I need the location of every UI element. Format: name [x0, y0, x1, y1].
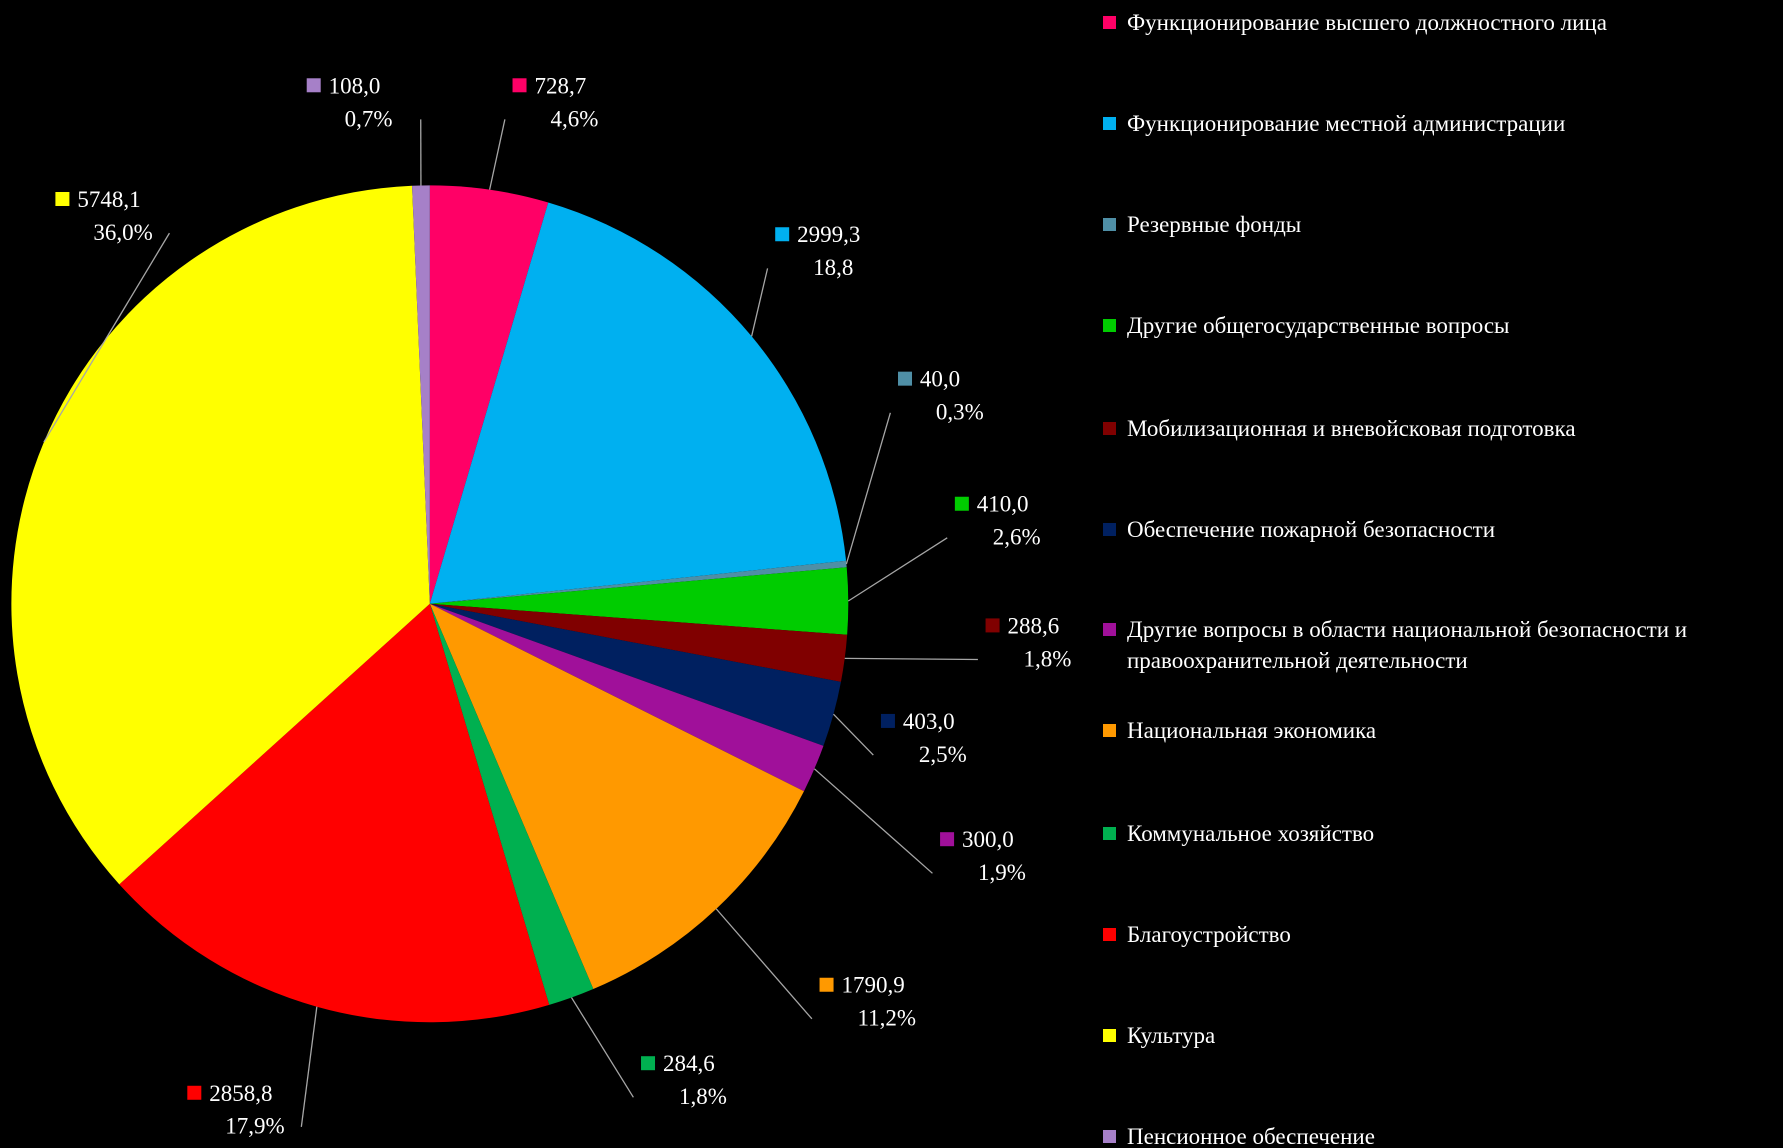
leader-line	[844, 657, 978, 661]
leader-line	[570, 997, 634, 1098]
leader-line	[750, 268, 769, 337]
percent-label: 2,5%	[919, 742, 967, 767]
label-marker	[187, 1085, 202, 1100]
legend-label: Функционирование местной администрации	[1127, 110, 1566, 136]
legend-item: Резервные фонды	[1103, 209, 1778, 240]
legend-label: Мобилизационная и вневойсковая подготовк…	[1127, 415, 1576, 441]
pie-slice	[429, 560, 847, 604]
pie-slice	[429, 603, 804, 990]
legend-item: Культура	[1103, 1020, 1778, 1051]
label-marker	[55, 191, 70, 206]
label-marker	[940, 832, 955, 847]
pie-slice	[119, 603, 550, 1023]
leader-line	[300, 1006, 318, 1127]
leader-line	[489, 119, 506, 190]
label-marker	[880, 713, 895, 728]
label-marker	[641, 1056, 656, 1071]
legend-label: Коммунальное хозяйство	[1127, 820, 1375, 846]
legend-label: Благоустройство	[1127, 921, 1291, 947]
legend-swatch	[1103, 421, 1116, 435]
pie-slice	[429, 185, 549, 604]
label-marker	[775, 227, 790, 242]
legend-label: Функционирование высшего должностного ли…	[1127, 9, 1607, 35]
percent-label: 1,8%	[679, 1084, 727, 1109]
pie-slice	[429, 603, 841, 746]
legend-swatch	[1103, 1130, 1116, 1144]
pie-slice	[429, 202, 847, 604]
percent-label: 1,9%	[978, 860, 1026, 885]
percent-label: 18,8	[813, 255, 853, 280]
data-label: 40,0	[920, 367, 960, 392]
data-label: 728,7	[534, 73, 586, 98]
legend-swatch	[1103, 15, 1116, 29]
data-label: 284,6	[663, 1051, 715, 1076]
legend-swatch	[1103, 522, 1116, 536]
legend-item: Коммунальное хозяйство	[1103, 818, 1778, 849]
legend-swatch	[1103, 622, 1116, 636]
pie-slice	[429, 603, 824, 792]
legend-swatch	[1103, 927, 1116, 941]
legend-item: Другие вопросы в области национальной бе…	[1103, 614, 1778, 676]
legend-item: Обеспечение пожарной безопасности	[1103, 514, 1778, 545]
percent-label: 11,2%	[857, 1006, 916, 1031]
data-label: 2999,3	[797, 222, 860, 247]
pie-slice	[429, 567, 849, 635]
percent-label: 0,7%	[345, 106, 393, 131]
legend-swatch	[1103, 319, 1116, 333]
legend-label: Обеспечение пожарной безопасности	[1127, 516, 1496, 542]
legend-label: Другие общегосударственные вопросы	[1127, 313, 1510, 339]
legend-item: Национальная экономика	[1103, 715, 1778, 746]
data-label: 300,0	[962, 827, 1014, 852]
leader-line	[813, 768, 933, 874]
data-label: 288,6	[1007, 613, 1059, 638]
percent-label: 4,6%	[550, 106, 598, 131]
label-marker	[985, 618, 1000, 633]
data-label: 1790,9	[841, 973, 904, 998]
leader-line	[847, 537, 948, 602]
label-marker	[306, 78, 321, 93]
data-label: 2858,8	[209, 1081, 272, 1106]
legend-label: Культура	[1127, 1022, 1216, 1048]
percent-label: 36,0%	[93, 220, 152, 245]
data-label: 108,0	[329, 73, 381, 98]
leader-line	[715, 908, 813, 1020]
legend-item: Другие общегосударственные вопросы	[1103, 310, 1778, 341]
data-label: 5748,1	[77, 187, 140, 212]
leader-line	[833, 713, 874, 756]
data-label: 403,0	[903, 709, 955, 734]
data-label: 410,0	[977, 492, 1029, 517]
legend-item: Функционирование высшего должностного ли…	[1103, 7, 1778, 38]
percent-label: 2,6%	[993, 525, 1041, 550]
label-marker	[898, 371, 913, 386]
legend-swatch	[1103, 724, 1116, 738]
percent-label: 17,9%	[225, 1114, 284, 1139]
label-marker	[819, 977, 834, 992]
pie-slice	[429, 603, 848, 682]
label-marker	[954, 496, 969, 511]
pie-slice	[412, 185, 430, 604]
percent-label: 1,8%	[1023, 646, 1071, 671]
pie-slice	[429, 603, 594, 1005]
legend-swatch	[1103, 1028, 1116, 1042]
legend-item: Благоустройство	[1103, 919, 1778, 950]
legend-label: Пенсионное обеспечение	[1127, 1124, 1375, 1148]
legend-swatch	[1103, 116, 1116, 130]
legend-swatch	[1103, 218, 1116, 232]
legend-item: Функционирование местной администрации	[1103, 108, 1778, 139]
leader-line	[43, 232, 170, 443]
legend-swatch	[1103, 826, 1116, 840]
legend-label: Национальная экономика	[1127, 718, 1377, 744]
label-marker	[512, 78, 527, 93]
legend-label: Резервные фонды	[1127, 212, 1302, 238]
legend-item: Пенсионное обеспечение	[1103, 1121, 1778, 1148]
legend-item: Мобилизационная и вневойсковая подготовк…	[1103, 413, 1778, 444]
percent-label: 0,3%	[936, 400, 984, 425]
legend-label: Другие вопросы в области национальной бе…	[1127, 616, 1688, 673]
leader-line	[845, 412, 891, 565]
pie-slice	[11, 185, 430, 885]
